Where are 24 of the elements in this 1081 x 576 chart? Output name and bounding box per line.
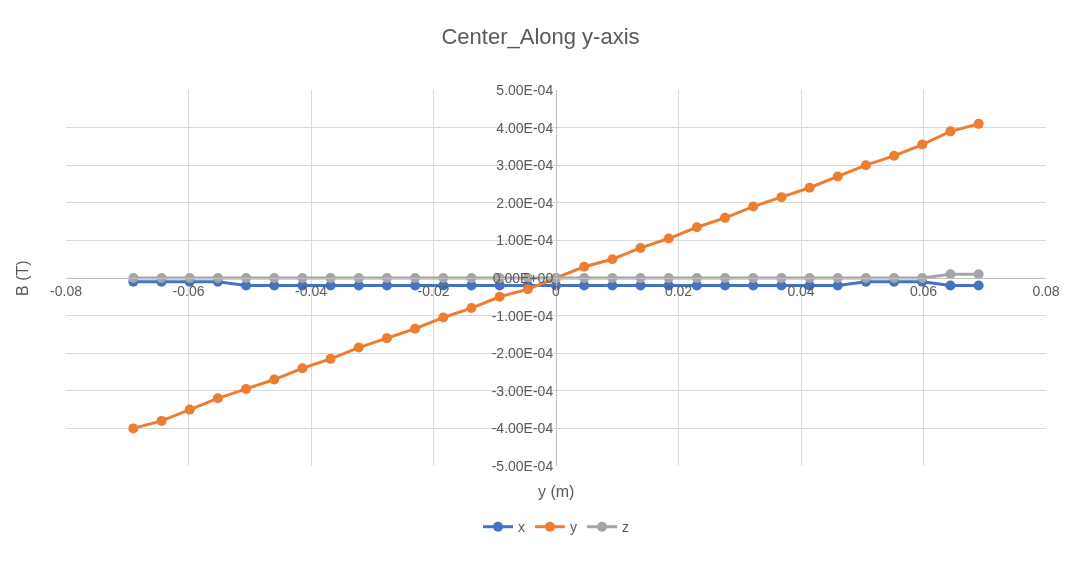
legend-label: y (570, 519, 577, 536)
x-tick-label: 0.02 (664, 282, 693, 299)
x-tick-label: 0.06 (909, 282, 938, 299)
x-tick-label: -0.06 (172, 282, 205, 299)
x-tick-label: 0.08 (1032, 282, 1060, 299)
chart-title: Center_Along y-axis (441, 24, 640, 50)
x-axis-title: y (m) (538, 483, 575, 500)
x-tick-label: -0.02 (417, 282, 450, 299)
y-tick-label: -2.00E-04 (491, 345, 554, 362)
y-tick-label: -3.00E-04 (491, 382, 554, 399)
legend-label: z (622, 519, 629, 536)
y-tick-label: 1.00E-04 (496, 232, 554, 249)
legend-label: x (518, 519, 525, 536)
y-tick-label: 4.00E-04 (496, 119, 554, 136)
x-tick-label: -0.08 (50, 282, 83, 299)
y-tick-label: -1.00E-04 (491, 307, 554, 324)
x-tick-label: 0.04 (787, 282, 815, 299)
x-tick-label: -0.04 (295, 282, 328, 299)
y-tick-label: 2.00E-04 (496, 194, 554, 211)
y-axis-title: B (T) (13, 260, 31, 296)
y-tick-label: 3.00E-04 (496, 157, 554, 174)
y-tick-label: -5.00E-04 (491, 457, 554, 474)
y-tick-label: 5.00E-04 (496, 81, 554, 98)
y-tick-label: -4.00E-04 (491, 420, 554, 437)
